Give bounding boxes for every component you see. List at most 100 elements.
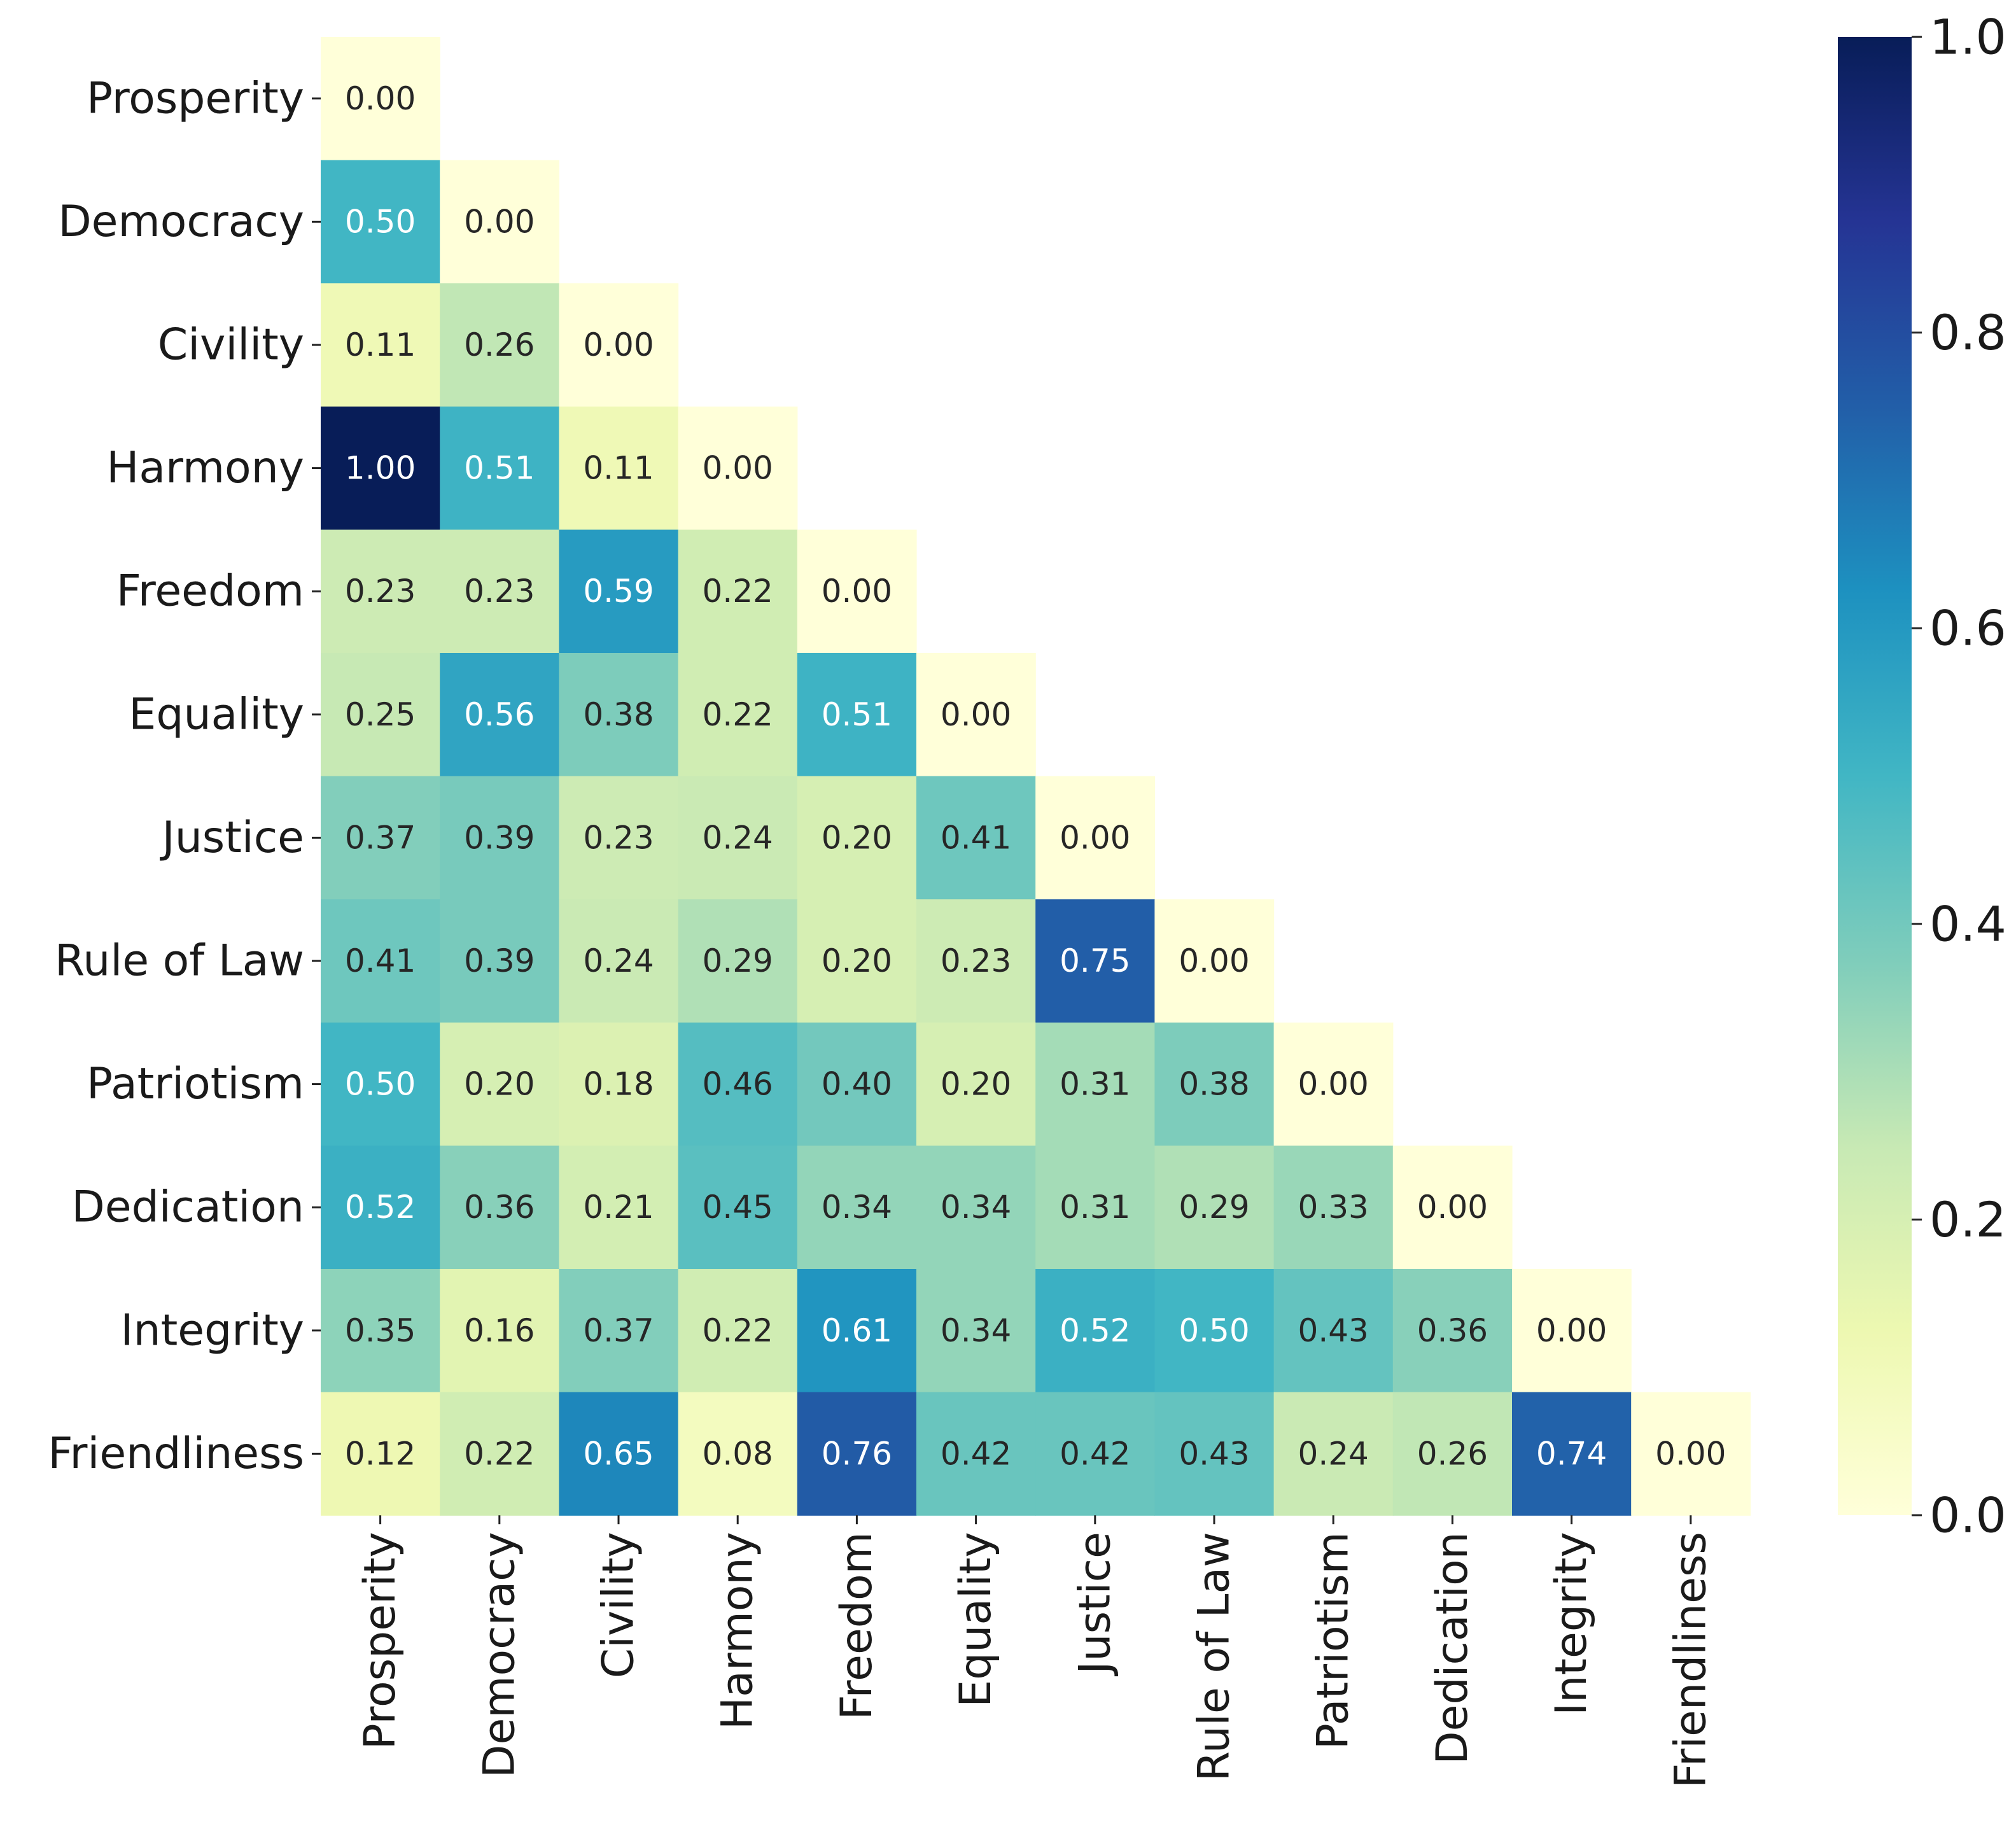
x-tick-label: Rule of Law <box>1189 1532 1240 1781</box>
cell-value-label: 0.20 <box>822 819 892 856</box>
heatmap-cell <box>440 1269 559 1393</box>
heatmap-cell <box>678 1145 798 1270</box>
heatmap-cell <box>678 529 798 654</box>
heatmap-cell <box>797 1269 917 1393</box>
cell-value-label: 0.45 <box>703 1189 773 1226</box>
y-tick-label: Prosperity <box>87 73 304 123</box>
heatmap-cell <box>440 1392 559 1516</box>
cell-value-label: 0.38 <box>583 696 654 733</box>
heatmap-cell <box>440 776 559 900</box>
heatmap-cell <box>1035 1022 1155 1146</box>
heatmap-cell <box>440 653 559 777</box>
heatmap-cell <box>916 653 1036 777</box>
y-axis-tick-labels: Prosperity Democracy Civility Harmony Freedo… <box>48 73 321 1479</box>
cell-value-label: 0.24 <box>583 942 654 979</box>
heatmap-cell <box>1392 1145 1513 1270</box>
heatmap-cell <box>1035 1269 1155 1393</box>
cell-value-label: 0.20 <box>941 1066 1011 1103</box>
heatmap-cell <box>1154 1022 1275 1146</box>
heatmap-cell <box>559 1269 679 1393</box>
cell-value-label: 0.11 <box>345 326 416 363</box>
heatmap-cell <box>321 283 440 407</box>
heatmap-cell <box>916 1145 1036 1270</box>
cell-value-label: 0.59 <box>583 573 654 610</box>
cell-value-label: 0.51 <box>822 696 892 733</box>
cell-value-label: 0.50 <box>345 203 416 240</box>
cell-value-label: 0.00 <box>1179 942 1249 979</box>
cell-value-label: 0.00 <box>941 696 1011 733</box>
heatmap-cell <box>440 899 559 1023</box>
cell-value-label: 0.43 <box>1298 1312 1369 1349</box>
heatmap-cell <box>321 529 440 654</box>
cell-value-label: 0.23 <box>464 573 535 610</box>
cell-value-label: 0.74 <box>1536 1435 1607 1472</box>
heatmap-cell <box>678 776 798 900</box>
heatmap-cell <box>321 1145 440 1270</box>
y-tick-label: Integrity <box>120 1305 304 1355</box>
heatmap-cell <box>678 1022 798 1146</box>
y-tick-label: Democracy <box>58 197 304 247</box>
cell-value-label: 0.46 <box>703 1066 773 1103</box>
y-tick-label: Patriotism <box>87 1059 304 1109</box>
heatmap-cell <box>559 1392 679 1516</box>
cell-value-label: 0.00 <box>1655 1435 1726 1472</box>
cell-value-label: 0.22 <box>703 1312 773 1349</box>
cell-value-label: 0.12 <box>345 1435 416 1472</box>
heatmap-cell <box>321 406 440 530</box>
colorbar-tick-label: 1.0 <box>1929 9 2006 66</box>
heatmap-cell <box>678 1269 798 1393</box>
x-axis-tick-labels: Prosperity Democracy Civility Harmony Freedo… <box>355 1515 1716 1788</box>
cell-value-label: 0.41 <box>941 819 1011 856</box>
y-tick-label: Equality <box>129 689 304 739</box>
heatmap-cell <box>559 653 679 777</box>
cell-value-label: 0.33 <box>1298 1189 1369 1226</box>
cell-value-label: 0.36 <box>464 1189 535 1226</box>
cell-value-label: 0.52 <box>1060 1312 1130 1349</box>
cell-value-label: 0.52 <box>345 1189 416 1226</box>
cell-value-label: 0.00 <box>1298 1066 1369 1103</box>
heatmap-cell <box>321 1022 440 1146</box>
heatmap-cell <box>559 1022 679 1146</box>
cell-value-label: 0.41 <box>345 942 416 979</box>
y-tick-label: Friendliness <box>48 1429 304 1479</box>
cell-value-label: 0.34 <box>941 1312 1011 1349</box>
cell-value-label: 0.37 <box>583 1312 654 1349</box>
cell-value-label: 0.76 <box>822 1435 892 1472</box>
x-tick-label: Harmony <box>713 1532 763 1730</box>
cell-value-label: 0.24 <box>703 819 773 856</box>
heatmap-cell <box>440 1022 559 1146</box>
cell-value-label: 0.00 <box>1417 1189 1488 1226</box>
cell-value-label: 0.16 <box>464 1312 535 1349</box>
heatmap-cell <box>1512 1269 1632 1393</box>
cell-value-label: 0.11 <box>583 450 654 487</box>
y-tick-label: Freedom <box>116 566 304 617</box>
cell-value-label: 0.29 <box>703 942 773 979</box>
cell-value-label: 0.00 <box>345 80 416 117</box>
cell-value-label: 0.61 <box>822 1312 892 1349</box>
heatmap-cell <box>1154 1145 1275 1270</box>
cell-value-label: 0.21 <box>583 1189 654 1226</box>
y-tick-label: Rule of Law <box>55 936 304 986</box>
x-tick-label: Patriotism <box>1308 1532 1359 1749</box>
cell-value-label: 0.00 <box>583 326 654 363</box>
heatmap-cell <box>321 899 440 1023</box>
heatmap-cell <box>440 160 559 284</box>
cell-value-label: 0.00 <box>1536 1312 1607 1349</box>
cell-value-label: 0.23 <box>941 942 1011 979</box>
cell-value-label: 0.20 <box>464 1066 535 1103</box>
y-tick-label: Civility <box>158 320 304 370</box>
heatmap-cell <box>321 160 440 284</box>
heatmap-cell <box>1273 1269 1394 1393</box>
cell-value-label: 0.36 <box>1417 1312 1488 1349</box>
heatmap-cell <box>797 899 917 1023</box>
heatmap-cell <box>1154 1392 1275 1516</box>
cell-value-label: 0.31 <box>1060 1189 1130 1226</box>
y-tick-label: Justice <box>160 813 304 863</box>
colorbar-tick-label: 0.4 <box>1929 895 2006 952</box>
cell-value-label: 0.43 <box>1179 1435 1249 1472</box>
colorbar: 0.0 0.2 0.4 0.6 0.8 1.0 <box>1838 9 2006 1544</box>
cell-value-label: 0.23 <box>583 819 654 856</box>
heatmap-cell <box>1154 899 1275 1023</box>
cell-value-label: 0.38 <box>1179 1066 1249 1103</box>
cell-value-label: 0.26 <box>464 326 535 363</box>
